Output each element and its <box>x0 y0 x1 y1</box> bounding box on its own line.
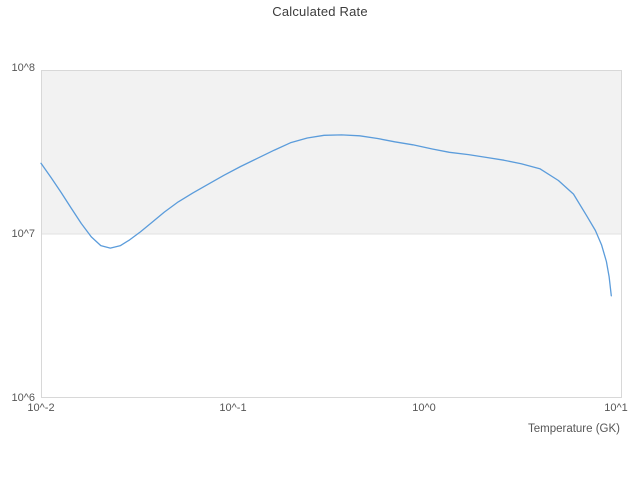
x-tick-1e-2: 10^-2 <box>27 402 55 414</box>
x-axis-title: Temperature (GK) <box>527 423 620 435</box>
plot-border <box>41 70 622 398</box>
chart-title: Calculated Rate <box>272 4 368 19</box>
calculated-rate-curve <box>40 134 612 297</box>
y-tick-1e6: 10^6 <box>11 392 35 404</box>
x-tick-1e1: 10^1 <box>604 402 628 414</box>
x-tick-1e-1: 10^-1 <box>219 402 247 414</box>
decade-band <box>41 70 622 234</box>
x-tick-1e0: 10^0 <box>412 402 436 414</box>
y-tick-1e8: 10^8 <box>11 62 35 74</box>
y-tick-1e7: 10^7 <box>11 228 35 240</box>
